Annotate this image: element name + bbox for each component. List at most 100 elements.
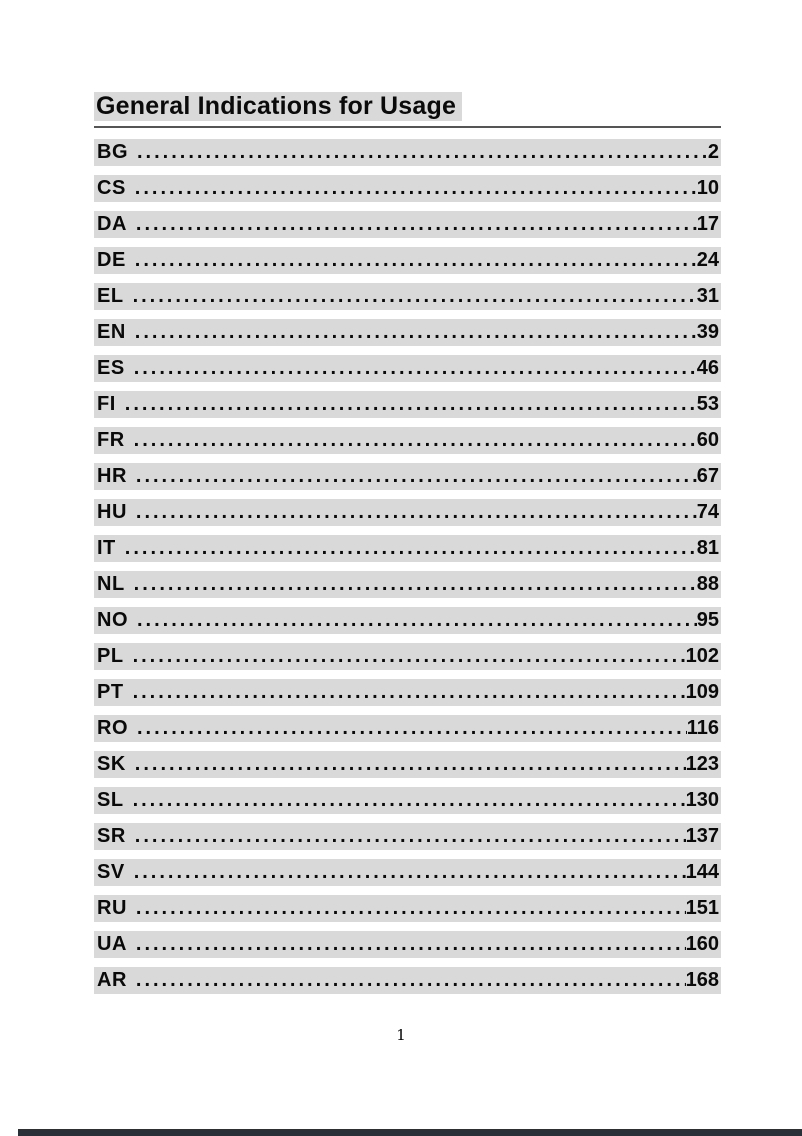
- toc-row: CS .....................................…: [94, 175, 721, 202]
- title-divider: [94, 126, 721, 128]
- toc-label: CS: [97, 177, 126, 199]
- toc-page-number: 67: [696, 465, 719, 487]
- toc-dots: ........................................…: [134, 825, 686, 847]
- toc-row: FI .....................................…: [94, 391, 721, 418]
- bottom-edge-bar: [18, 1129, 802, 1136]
- toc-label: NO: [97, 609, 128, 631]
- toc-page-number: 130: [685, 789, 719, 811]
- toc-row: DA .....................................…: [94, 211, 721, 238]
- toc-page-number: 123: [685, 753, 719, 775]
- toc-dots: ........................................…: [132, 645, 686, 667]
- toc-page-number: 60: [696, 429, 719, 451]
- toc-page-number: 31: [696, 285, 719, 307]
- toc-page-number: 160: [685, 933, 719, 955]
- toc-page-number: 17: [696, 213, 719, 235]
- toc-row: PL .....................................…: [94, 643, 721, 670]
- toc-row: HR .....................................…: [94, 463, 721, 490]
- toc-dots: ........................................…: [134, 249, 697, 271]
- toc-label: FI: [97, 393, 116, 415]
- toc-page-number: 102: [685, 645, 719, 667]
- toc-page-number: 95: [696, 609, 719, 631]
- toc-label: AR: [97, 969, 127, 991]
- toc-page-number: 39: [696, 321, 719, 343]
- footer-page-number: 1: [396, 1026, 406, 1044]
- toc-row: PT .....................................…: [94, 679, 721, 706]
- toc-row: FR .....................................…: [94, 427, 721, 454]
- toc-page-number: 2: [707, 141, 719, 163]
- page-title: General Indications for Usage: [94, 90, 721, 122]
- toc-row: SK .....................................…: [94, 751, 721, 778]
- toc-row: BG .....................................…: [94, 139, 721, 166]
- toc-page-number: 24: [696, 249, 719, 271]
- toc-dots: ........................................…: [135, 933, 686, 955]
- toc-row: EN .....................................…: [94, 319, 721, 346]
- toc-label: BG: [97, 141, 128, 163]
- toc-label: SL: [97, 789, 124, 811]
- toc-label: RO: [97, 717, 128, 739]
- toc-row: SR .....................................…: [94, 823, 721, 850]
- toc-row: RO .....................................…: [94, 715, 721, 742]
- toc-row: UA .....................................…: [94, 931, 721, 958]
- toc-dots: ........................................…: [134, 753, 686, 775]
- toc-dots: ........................................…: [133, 861, 686, 883]
- toc-page-number: 109: [685, 681, 719, 703]
- toc-dots: ........................................…: [133, 429, 697, 451]
- toc-page-number: 53: [696, 393, 719, 415]
- toc-dots: ........................................…: [134, 321, 697, 343]
- toc-dots: ........................................…: [135, 501, 697, 523]
- toc-label: PT: [97, 681, 124, 703]
- toc-dots: ........................................…: [135, 213, 697, 235]
- toc-label: EL: [97, 285, 124, 307]
- toc-page-number: 168: [685, 969, 719, 991]
- toc-label: DA: [97, 213, 127, 235]
- toc-label: FR: [97, 429, 125, 451]
- toc-label: PL: [97, 645, 124, 667]
- toc-page-number: 144: [685, 861, 719, 883]
- toc-dots: ........................................…: [124, 537, 697, 559]
- toc-row: AR .....................................…: [94, 967, 721, 994]
- page-title-highlight: General Indications for Usage: [94, 92, 463, 121]
- toc-label: ES: [97, 357, 125, 379]
- toc-page-number: 74: [696, 501, 719, 523]
- toc-row: HU .....................................…: [94, 499, 721, 526]
- toc-page-number: 137: [685, 825, 719, 847]
- toc-label: SV: [97, 861, 125, 883]
- toc-dots: ........................................…: [135, 465, 697, 487]
- toc-row: DE .....................................…: [94, 247, 721, 274]
- toc-page-number: 10: [696, 177, 719, 199]
- toc-dots: ........................................…: [132, 681, 686, 703]
- toc-page-number: 116: [686, 717, 719, 739]
- toc-row: EL .....................................…: [94, 283, 721, 310]
- toc-dots: ........................................…: [133, 573, 697, 595]
- toc-dots: ........................................…: [132, 789, 686, 811]
- toc-label: IT: [97, 537, 116, 559]
- toc-label: SK: [97, 753, 126, 775]
- toc-dots: ........................................…: [135, 969, 686, 991]
- toc-label: EN: [97, 321, 126, 343]
- toc-label: NL: [97, 573, 125, 595]
- toc-page-number: 151: [685, 897, 719, 919]
- toc-row: ES .....................................…: [94, 355, 721, 382]
- toc-label: UA: [97, 933, 127, 955]
- toc-page-number: 81: [696, 537, 719, 559]
- toc-dots: ........................................…: [124, 393, 697, 415]
- toc-dots: ........................................…: [137, 609, 697, 631]
- toc-page-number: 46: [696, 357, 719, 379]
- toc-page-number: 88: [696, 573, 719, 595]
- toc-row: NL .....................................…: [94, 571, 721, 598]
- toc-label: DE: [97, 249, 126, 271]
- toc-dots: ........................................…: [137, 717, 687, 739]
- toc-row: SL .....................................…: [94, 787, 721, 814]
- toc-label: HR: [97, 465, 127, 487]
- toc-row: IT .....................................…: [94, 535, 721, 562]
- toc-label: HU: [97, 501, 127, 523]
- toc-dots: ........................................…: [135, 897, 686, 919]
- toc-label: RU: [97, 897, 127, 919]
- toc-dots: ........................................…: [132, 285, 697, 307]
- toc-label: SR: [97, 825, 126, 847]
- toc-row: RU .....................................…: [94, 895, 721, 922]
- toc-row: NO .....................................…: [94, 607, 721, 634]
- toc-row: SV .....................................…: [94, 859, 721, 886]
- toc-dots: ........................................…: [134, 177, 697, 199]
- document-page: General Indications for Usage BG .......…: [94, 90, 721, 1003]
